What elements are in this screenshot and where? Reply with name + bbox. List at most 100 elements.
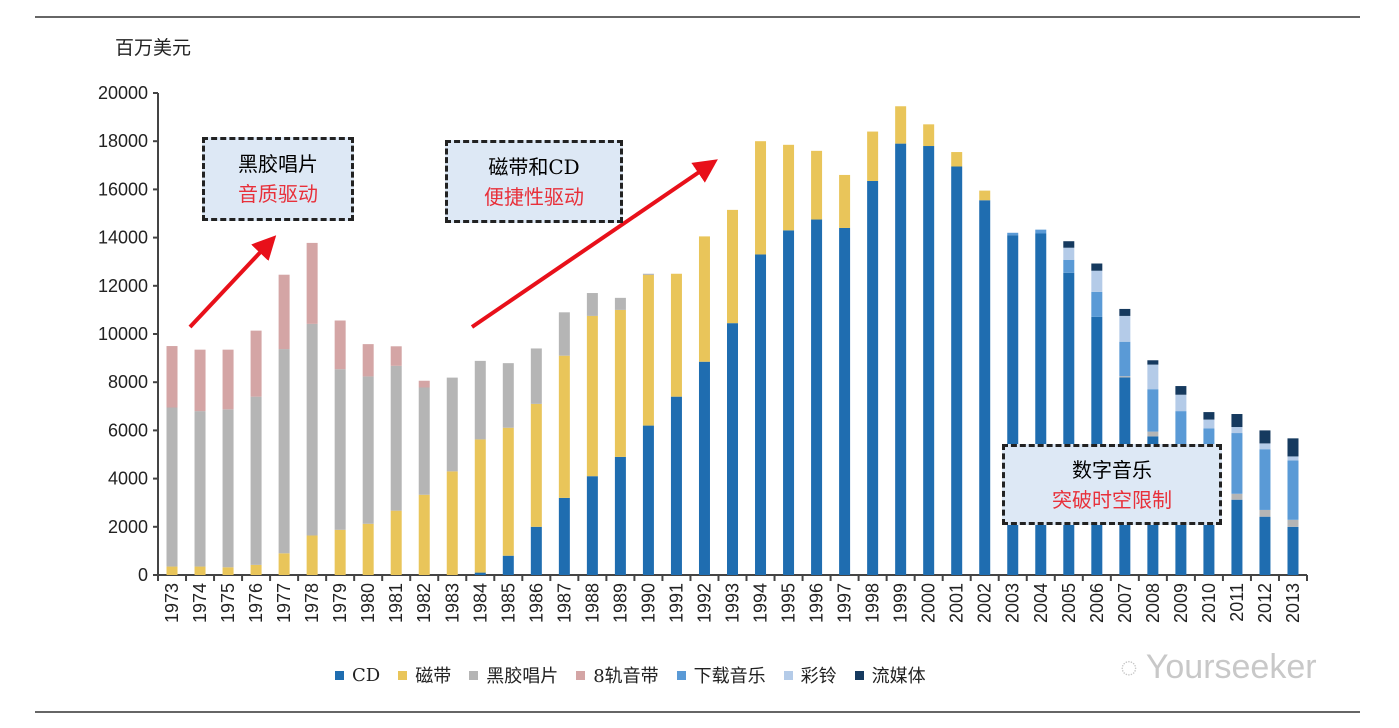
bar-segment-2012: [1259, 443, 1271, 450]
legend-swatch: [398, 670, 408, 680]
bar-segment-1999: [895, 106, 907, 144]
bar-segment-2002: [979, 190, 991, 201]
bar-segment-1982: [418, 494, 430, 575]
legend-label: 黑胶唱片: [486, 666, 559, 687]
bar-segment-1973: [166, 346, 178, 408]
annotation-title: 黑胶唱片: [238, 152, 318, 176]
legend-label: CD: [352, 664, 381, 686]
x-tick-label: 1982: [414, 583, 434, 623]
bar-segment-1986: [530, 348, 542, 404]
x-tick-label: 1979: [330, 583, 350, 623]
bar-segment-1978: [306, 535, 318, 575]
x-tick-label: 1996: [807, 583, 827, 623]
x-tick-label: 2004: [1031, 583, 1051, 623]
bar-segment-1982: [418, 380, 430, 388]
bar-segment-1982: [418, 387, 430, 495]
bar-segment-1974: [194, 349, 206, 412]
bar-segment-1979: [334, 529, 346, 575]
bar-segment-2011: [1231, 499, 1243, 575]
legend-item: CD: [335, 662, 380, 688]
y-tick-label: 16000: [98, 179, 148, 199]
bar-segment-1998: [867, 131, 879, 181]
bar-segment-1990: [642, 273, 654, 275]
legend: CD 磁带 黑胶唱片 8轨音带 下载音乐 彩铃 流媒体: [335, 662, 926, 688]
bar-segment-2008: [1147, 364, 1159, 390]
bar-segment-2009: [1175, 411, 1187, 469]
bar-segment-1974: [194, 566, 206, 575]
bar-segment-1979: [334, 369, 346, 530]
bar-segment-1988: [586, 293, 598, 316]
x-tick-label: 1998: [863, 583, 883, 623]
bar-segment-1980: [362, 344, 374, 377]
x-tick-label: 1985: [498, 583, 518, 623]
bar-segment-1992: [698, 361, 710, 575]
y-tick-label: 2000: [108, 517, 148, 537]
bar-segment-1991: [670, 396, 682, 575]
bar-segment-2011: [1231, 433, 1243, 494]
bar-segment-1986: [530, 526, 542, 575]
bar-segment-1973: [166, 407, 178, 567]
bar-segment-2009: [1175, 386, 1187, 395]
x-tick-label: 2010: [1199, 583, 1219, 623]
x-tick-label: 1997: [835, 583, 855, 623]
legend-item: 流媒体: [854, 662, 926, 688]
bar-segment-1994: [755, 141, 767, 255]
bar-segment-2008: [1147, 389, 1159, 432]
bar-segment-1981: [390, 510, 402, 575]
x-tick-label: 1980: [358, 583, 378, 623]
bar-segment-2008: [1147, 360, 1159, 365]
bar-segment-2000: [923, 146, 935, 575]
bar-segment-1990: [642, 274, 654, 426]
x-tick-label: 1995: [779, 583, 799, 623]
bar-segment-1977: [278, 349, 290, 554]
bar-segment-1998: [867, 180, 879, 575]
bar-segment-1981: [390, 346, 402, 366]
x-tick-label: 2011: [1227, 583, 1247, 622]
bar-segment-1985: [502, 363, 514, 428]
x-tick-label: 1977: [274, 583, 294, 623]
bar-segment-1975: [222, 409, 234, 568]
legend-swatch: [676, 670, 686, 680]
bar-segment-1986: [530, 403, 542, 527]
annotation-subtitle: 音质驱动: [238, 182, 318, 206]
bar-segment-1978: [306, 323, 318, 536]
bar-segment-1993: [727, 209, 738, 324]
bar-segment-1980: [362, 523, 374, 575]
bar-segment-2012: [1259, 449, 1271, 510]
bar-segment-1981: [390, 365, 402, 511]
bar-segment-1975: [222, 567, 234, 575]
legend-item: 磁带: [398, 662, 451, 688]
bar-segment-1974: [194, 411, 206, 567]
x-axis: 1973 1974 1975 1976 1977 1978 1979 1980 1981 1982…: [157, 574, 1308, 623]
x-tick-label: 2002: [975, 583, 995, 623]
x-tick-label: 2008: [1143, 583, 1163, 623]
bar-segment-1989: [614, 297, 626, 310]
annotation-tape-cd: 磁带和CD 便捷性驱动: [445, 140, 623, 223]
bars: [166, 106, 1299, 576]
bar-segment-2004: [1035, 233, 1047, 576]
bar-segment-2004: [1035, 229, 1047, 234]
y-axis: 0 2000 4000 6000 8000 10000 12000 14000 16000 180…: [98, 83, 159, 585]
bar-segment-1984: [474, 572, 486, 575]
x-tick-label: 1987: [554, 583, 574, 623]
x-tick-label: 1994: [751, 583, 771, 623]
legend-label: 磁带: [415, 666, 452, 687]
x-tick-label: 1992: [694, 583, 714, 623]
bar-segment-2005: [1063, 259, 1075, 273]
x-tick-label: 1974: [190, 583, 210, 623]
bar-segment-1983: [446, 471, 458, 575]
bar-segment-2001: [951, 152, 963, 167]
bar-segment-2006: [1091, 291, 1103, 317]
bar-segment-1976: [250, 564, 262, 575]
x-tick-label: 2007: [1115, 583, 1135, 623]
bar-segment-2007: [1119, 341, 1131, 377]
bar-segment-1993: [727, 323, 738, 575]
bar-segment-2008: [1147, 431, 1159, 437]
bar-segment-1977: [278, 553, 290, 575]
x-tick-label: 1981: [386, 583, 406, 623]
legend-label: 彩铃: [800, 666, 837, 687]
bar-segment-1989: [614, 456, 626, 575]
x-tick-label: 1988: [582, 583, 602, 623]
legend-item: 黑胶唱片: [469, 662, 558, 688]
bar-segment-1990: [642, 425, 654, 575]
